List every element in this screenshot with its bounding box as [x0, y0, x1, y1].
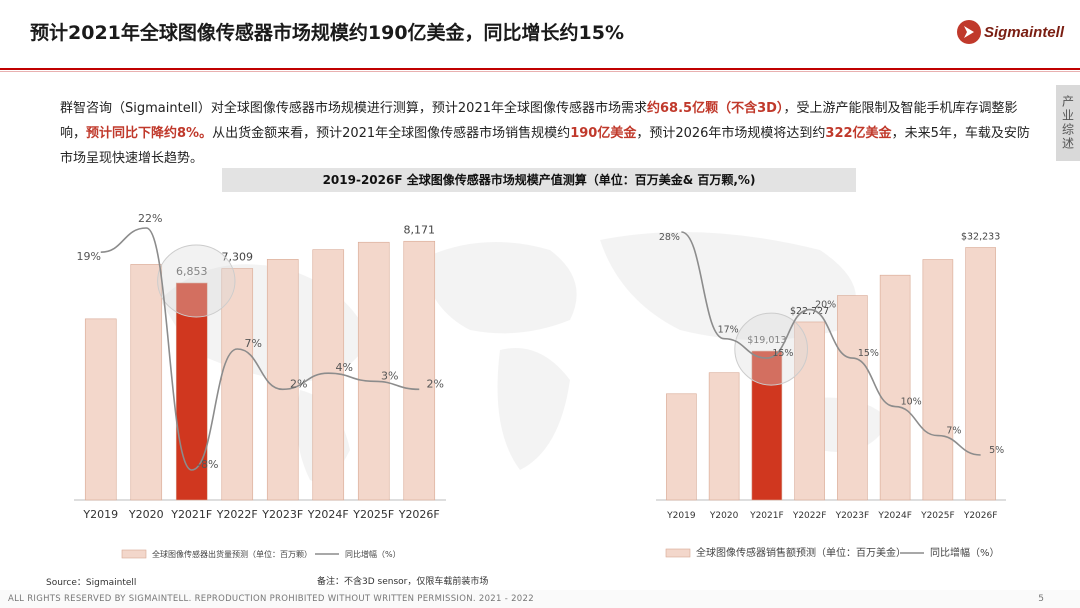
category-label-2-3: Y2022F: [792, 511, 827, 521]
intro-highlight-3: 190亿美金: [570, 126, 637, 141]
category-label-2-6: Y2025F: [920, 511, 955, 521]
bar-label-2-3: $22,727: [790, 306, 829, 317]
growth-label-2-6: 7%: [946, 426, 961, 437]
intro-highlight-2: 预计同比下降约8%。: [86, 126, 213, 141]
copyright-text: ALL RIGHTS RESERVED BY SIGMAINTELL. REPR…: [8, 594, 534, 604]
bar-1-Y2021F: [175, 282, 208, 501]
footer-bar: [0, 590, 1080, 608]
bar-1-Y2023F: [266, 259, 299, 501]
remark-note: 备注：不含3D sensor，仅限车载前装市场: [317, 577, 489, 587]
bar-label-2-7: $32,233: [961, 232, 1000, 243]
category-label-2-4: Y2023F: [835, 511, 870, 521]
intro-highlight-4: 322亿美金: [825, 126, 892, 141]
intro-text-3: 从出货金额来看，预计2021年全球图像传感器市场销售规模约: [212, 126, 571, 141]
intro-text-1: 群智咨询（Sigmaintell）对全球图像传感器市场规模进行测算，预计2021…: [60, 101, 648, 116]
intro-text-5: ，未来5年，车载及安防市场呈现快速增长趋势。: [60, 126, 1030, 166]
bar-1-Y2019: [84, 318, 117, 501]
growth-label-2-7: 5%: [989, 445, 1004, 456]
bar-label-1-7: 8,171: [404, 223, 436, 236]
growth-label-1-1: 22%: [138, 212, 162, 225]
bar-2-Y2026F: [965, 247, 996, 501]
growth-label-2-4: 15%: [858, 348, 879, 359]
growth-label-1-7: 2%: [427, 377, 444, 390]
chart-section-title: 2019-2026F 全球图像传感器市场规模产值测算（单位：百万美金& 百万颗,…: [222, 168, 856, 192]
logo-text: Sigmaintell: [983, 23, 1064, 41]
growth-label-2-3: 20%: [815, 300, 836, 311]
bar-label-2-2: $19,013: [747, 335, 786, 346]
growth-label-1-2: -8%: [197, 458, 218, 471]
category-label-2-7: Y2026F: [963, 511, 998, 521]
title-divider-light: [0, 71, 1080, 72]
legend-label-line-2: 同比增幅（%）: [930, 546, 1000, 559]
category-label-1-1: Y2020: [128, 508, 164, 521]
growth-label-1-5: 4%: [336, 361, 353, 374]
bar-2-Y2021F: [751, 350, 783, 501]
bar-label-1-3: 7,309: [222, 251, 254, 264]
growth-label-1-6: 3%: [381, 369, 398, 382]
bar-1-Y2020: [130, 264, 163, 501]
growth-label-1-4: 2%: [290, 377, 307, 390]
category-label-2-1: Y2020: [709, 511, 739, 521]
legend-label-line-1: 同比增幅（%）: [345, 549, 401, 559]
intro-text-2: ，受上游产能限制及智能手机库存调整影响，: [60, 101, 1018, 141]
bar-1-Y2025F: [357, 241, 390, 501]
growth-line-2: [681, 231, 981, 456]
category-label-1-2: Y2021F: [170, 508, 212, 521]
category-label-1-5: Y2024F: [307, 508, 349, 521]
intro-text-4: ，预计2026年市场规模将达到约: [636, 126, 826, 141]
bar-2-Y2019: [666, 393, 697, 501]
intro-paragraph: 群智咨询（Sigmaintell）对全球图像传感器市场规模进行测算，预计2021…: [60, 96, 1035, 171]
page-number: 5: [1038, 594, 1044, 604]
bar-2-Y2024F: [879, 274, 911, 501]
growth-label-1-3: 7%: [245, 337, 262, 350]
bar-2-Y2022F: [794, 321, 825, 501]
category-label-1-4: Y2023F: [261, 508, 303, 521]
bar-2-Y2020: [708, 372, 740, 501]
legend-label-bars-2: 全球图像传感器销售额预测（单位：百万美金）: [696, 546, 906, 559]
category-label-2-2: Y2021F: [749, 511, 784, 521]
source-note: Source：Sigmaintell: [46, 578, 137, 588]
category-label-1-6: Y2025F: [352, 508, 394, 521]
growth-label-2-2: 15%: [772, 348, 793, 359]
brand-logo: Sigmaintell: [956, 20, 1064, 44]
category-label-2-5: Y2024F: [877, 511, 912, 521]
bar-label-1-2: 6,853: [176, 265, 208, 278]
bar-2-Y2023F: [837, 295, 868, 501]
title-divider: [0, 68, 1080, 70]
legend-swatch-bars-1: [121, 549, 147, 559]
page-title: 预计2021年全球图像传感器市场规模约190亿美金，同比增长约15%: [30, 22, 625, 44]
legend-label-bars-1: 全球图像传感器出货量预测（单位：百万颗）: [152, 549, 312, 559]
logo-mark-icon: [956, 20, 981, 44]
category-label-1-0: Y2019: [82, 508, 118, 521]
growth-label-2-5: 10%: [901, 397, 922, 408]
growth-label-2-1: 17%: [718, 325, 739, 336]
legend-swatch-bars-2: [665, 548, 691, 558]
category-label-2-0: Y2019: [666, 511, 696, 521]
bar-2-Y2025F: [922, 259, 954, 501]
growth-label-2-0: 28%: [659, 232, 680, 243]
category-label-1-7: Y2026F: [398, 508, 440, 521]
section-tab: 产业综述: [1056, 85, 1080, 161]
growth-label-1-0: 19%: [77, 250, 101, 263]
highlight-circle-1: [157, 244, 236, 318]
bar-1-Y2026F: [403, 240, 436, 501]
category-label-1-3: Y2022F: [216, 508, 258, 521]
growth-line-1: [100, 227, 420, 471]
intro-highlight-1: 约68.5亿颗（不含3D）: [647, 101, 784, 116]
bar-1-Y2022F: [221, 268, 254, 501]
